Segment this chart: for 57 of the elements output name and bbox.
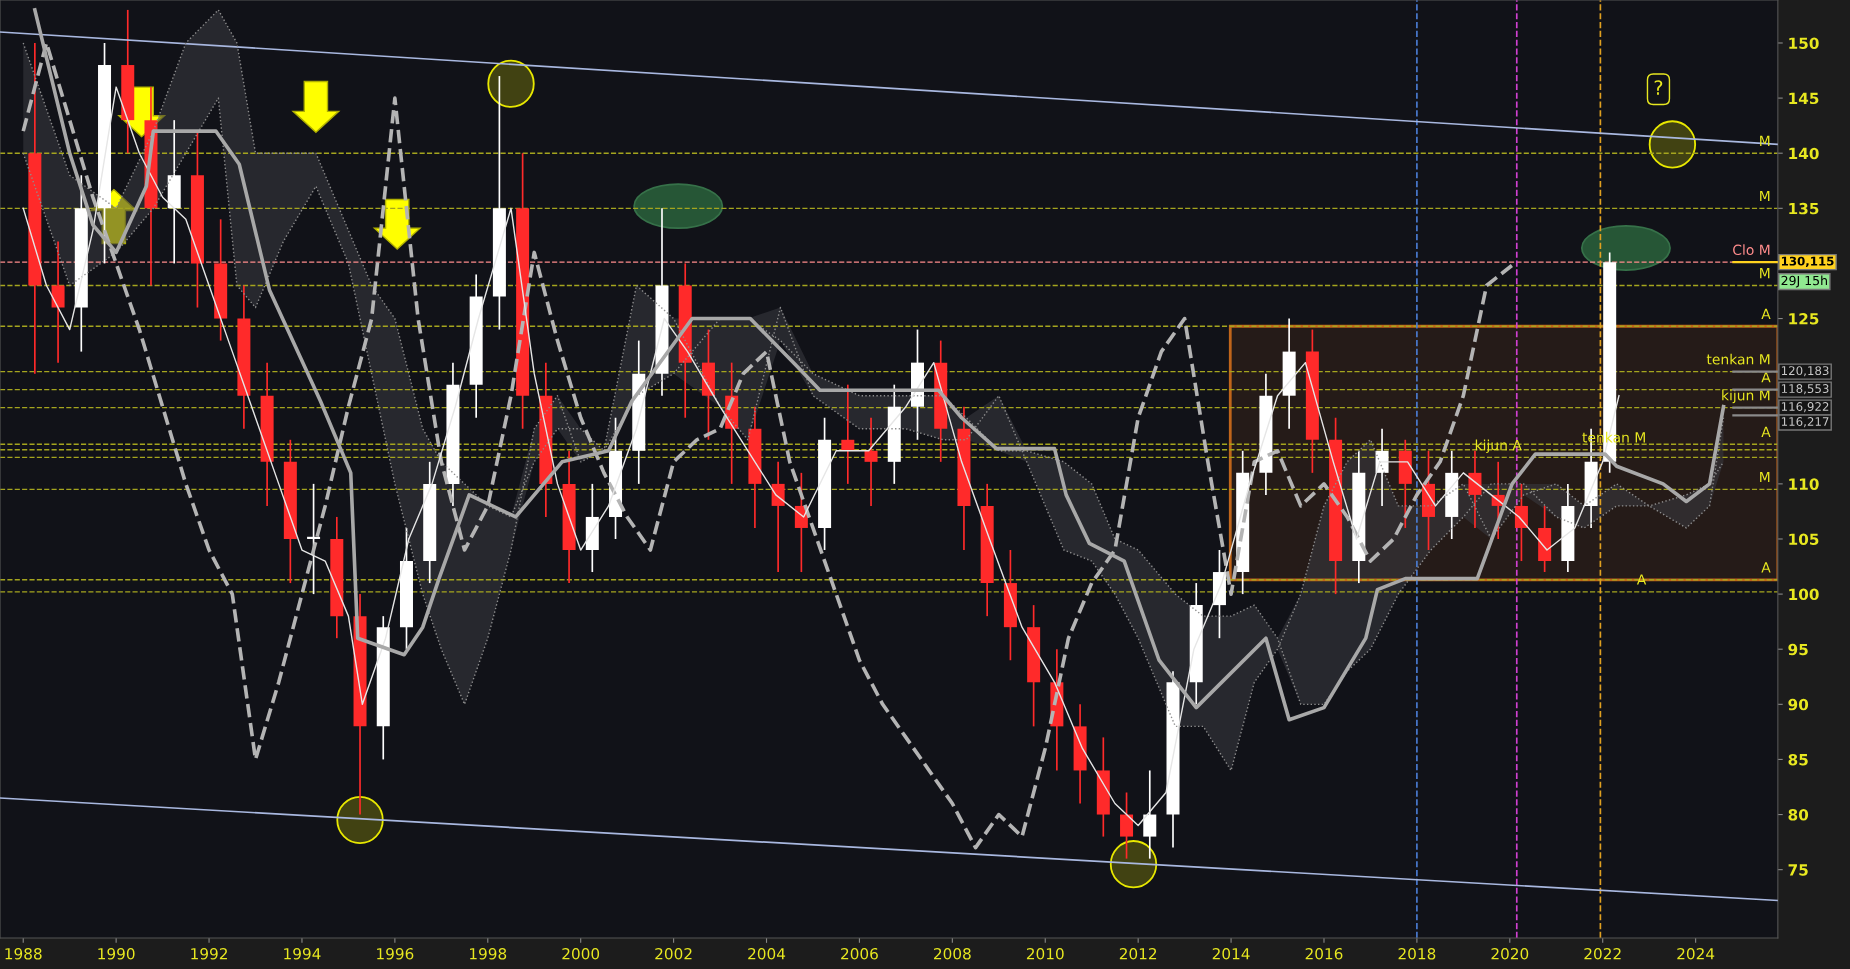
ref-line-label: M — [1760, 471, 1770, 483]
y-tick-label: 110 — [1789, 478, 1819, 490]
ref-line-label: A — [1761, 308, 1771, 319]
y-tick-label: 140 — [1789, 147, 1819, 160]
candlestick — [771, 460, 785, 573]
ref-line-label: tenkan M — [1706, 353, 1770, 365]
y-tick-label: 125 — [1789, 313, 1819, 325]
x-tick-label: 2022 — [1584, 947, 1621, 960]
ref-line-label: 116,922 — [1781, 402, 1829, 413]
ref-line-label: 118,553 — [1781, 384, 1829, 395]
x-tick-label: 2014 — [1212, 947, 1250, 960]
ref-line-label: 130,115 — [1781, 256, 1834, 268]
y-tick-label: 135 — [1789, 202, 1819, 215]
x-tick-label: 2000 — [562, 947, 600, 960]
ref-line-label: M — [1760, 190, 1770, 202]
candlestick — [1120, 791, 1134, 860]
ref-line-label: M — [1760, 268, 1770, 279]
x-tick-label: 2006 — [841, 947, 878, 960]
ref-line-label: A — [1761, 426, 1771, 437]
y-tick-label: 80 — [1788, 809, 1809, 821]
y-tick-label: 105 — [1789, 533, 1819, 546]
ref-line-label: A — [1761, 562, 1771, 573]
y-tick-label: 145 — [1789, 92, 1819, 105]
candlestick — [841, 383, 855, 485]
text: 29J 15h — [1781, 275, 1827, 288]
x-tick-label: 2004 — [748, 947, 786, 960]
x-tick-label: 1996 — [377, 947, 414, 960]
y-tick-label: 85 — [1788, 753, 1808, 766]
x-tick-label: 2012 — [1119, 947, 1157, 960]
x-tick-label: 2008 — [934, 947, 971, 960]
y-tick-label: 90 — [1788, 698, 1809, 711]
x-tick-label: 2018 — [1398, 947, 1436, 960]
x-tick-label: 2020 — [1491, 947, 1529, 960]
x-tick-label: 1988 — [5, 947, 42, 960]
candlestick — [1143, 769, 1157, 860]
annotation: ? — [1654, 80, 1663, 95]
x-tick-label: 1994 — [284, 947, 321, 960]
y-tick-label: 100 — [1789, 588, 1819, 601]
x-tick-label: 1990 — [98, 947, 135, 960]
candlestick — [51, 240, 65, 364]
ref-line-label: 120,183 — [1781, 366, 1829, 377]
ref-line-label: 116,217 — [1781, 417, 1829, 428]
x-tick-label: 1992 — [191, 947, 227, 960]
x-tick-label: 2010 — [1026, 947, 1064, 960]
candlestick — [864, 416, 878, 507]
candlestick — [307, 483, 321, 595]
x-tick-label: 2002 — [655, 947, 692, 960]
y-tick-label: 95 — [1788, 643, 1808, 656]
ref-line-label: kijun M — [1722, 389, 1770, 404]
x-tick-label: 1998 — [470, 947, 507, 960]
candlestick — [1514, 483, 1528, 562]
y-tick-label: 75 — [1788, 864, 1808, 876]
ref-line-label: Clo M — [1733, 244, 1770, 256]
y-tick-label: 150 — [1789, 37, 1819, 50]
x-tick-label: 2016 — [1305, 947, 1343, 960]
x-tick-label: 2024 — [1677, 947, 1715, 960]
ref-line-label: A — [1761, 372, 1771, 383]
